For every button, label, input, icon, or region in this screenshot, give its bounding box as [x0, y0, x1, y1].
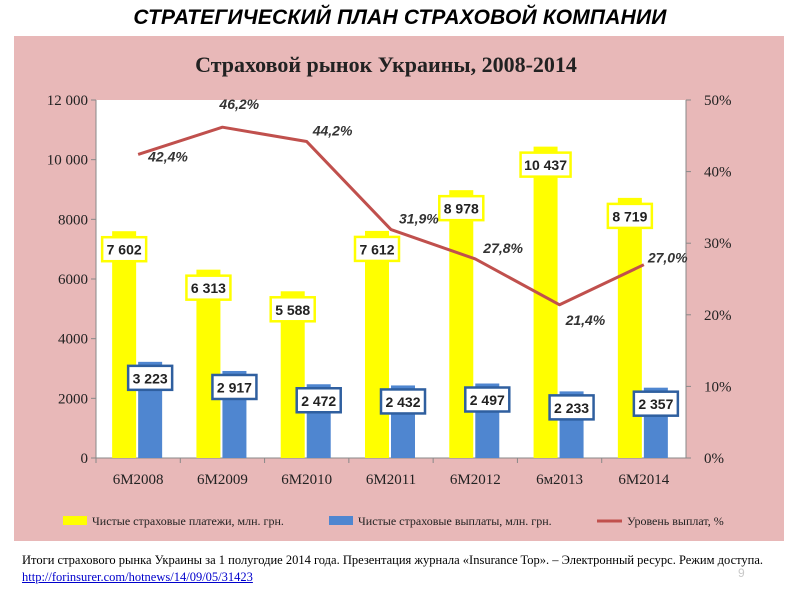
right-tick-label: 20%: [704, 308, 732, 324]
payout-data-label-box: [632, 390, 680, 417]
legend-payouts-label: Чистые страховые выплаты, млн. грн.: [358, 514, 552, 528]
left-tick-label: 8000: [58, 212, 88, 228]
slide-number: 9: [738, 566, 745, 580]
premium-data-label-box: [438, 194, 485, 222]
premium-data-label: 5 588: [275, 302, 310, 318]
legend-premiums-label: Чистые страховые платежи, млн. грн.: [92, 514, 284, 528]
level-data-label: 44,2%: [312, 123, 353, 139]
payout-data-label: 2 497: [470, 392, 505, 408]
left-tick-label: 2000: [58, 391, 88, 407]
left-tick-label: 4000: [58, 332, 88, 348]
premium-data-label: 7 612: [359, 241, 394, 257]
premium-data-label: 8 978: [444, 201, 479, 217]
insurance-market-chart: Страховой рынок Украины, 2008-2014 0 2000…: [14, 36, 784, 541]
premium-bar: [617, 197, 642, 458]
slide-heading: СТРАТЕГИЧЕСКИЙ ПЛАН СТРАХОВОЙ КОМПАНИИ: [133, 6, 667, 29]
premiums-series: 7 602 6 313 5 588 7 612 8 978 10 437 8 719: [100, 146, 654, 459]
x-tick-label: 6M2012: [450, 472, 501, 488]
level-data-label: 42,4%: [147, 148, 188, 164]
x-tick-label: 6M2011: [366, 472, 416, 488]
premium-bar: [112, 231, 137, 458]
premium-data-label: 8 719: [612, 208, 647, 224]
payout-level-series: 42,4% 46,2% 44,2% 31,9% 27,8% 21,4% 27,0%: [137, 96, 688, 328]
payout-data-label: 2 357: [638, 396, 673, 412]
caption-text: Итоги страхового рынка Украины за 1 полу…: [22, 553, 764, 567]
left-tick-label: 12 000: [47, 93, 88, 109]
payouts-series: 3 223 2 917 2 472 2 432 2 497 2 233 2 357: [126, 361, 680, 458]
source-caption: Итоги страхового рынка Украины за 1 полу…: [22, 552, 792, 586]
payout-data-label: 2 472: [301, 393, 336, 409]
premium-data-label-box: [519, 151, 572, 178]
premium-data-label-box: [100, 235, 148, 263]
right-tick-label: 50%: [704, 93, 732, 109]
payout-data-label: 2 432: [385, 394, 420, 410]
level-data-label: 46,2%: [218, 96, 259, 112]
legend-premiums-swatch: [63, 516, 87, 525]
level-data-label: 21,4%: [565, 312, 606, 328]
premium-bar: [196, 269, 221, 458]
level-data-label: 27,0%: [647, 250, 688, 266]
premium-data-label: 6 313: [191, 280, 226, 296]
premium-bar: [365, 230, 389, 458]
premium-data-label-box: [606, 202, 654, 230]
source-link[interactable]: http://forinsurer.com/hotnews/14/09/05/3…: [22, 570, 253, 584]
right-tick-label: 30%: [704, 236, 732, 252]
x-tick-label: 6M2010: [281, 472, 332, 488]
premium-data-label-box: [353, 235, 401, 263]
payout-data-label: 2 233: [554, 400, 589, 416]
legend-payouts-swatch: [329, 516, 353, 525]
payout-data-label: 2 917: [217, 379, 252, 395]
left-tick-label: 10 000: [47, 153, 88, 169]
chart-title: Страховой рынок Украины, 2008-2014: [195, 52, 577, 77]
premium-data-label-box: [269, 296, 316, 323]
legend-level-label: Уровень выплат, %: [627, 514, 724, 528]
payout-level-line: [137, 125, 645, 307]
x-tick-label: 6м2013: [536, 472, 583, 488]
premium-data-label: 7 602: [107, 242, 142, 258]
left-tick-label: 0: [81, 451, 89, 467]
x-tick-label: 6M2014: [618, 472, 669, 488]
right-tick-label: 0%: [704, 451, 724, 467]
right-tick-label: 10%: [704, 379, 732, 395]
chart-legend: Чистые страховые платежи, млн. грн. Чисты…: [63, 514, 724, 528]
payout-data-label-box: [295, 387, 342, 414]
premium-bar: [449, 190, 474, 459]
x-tick-label: 6M2009: [197, 472, 248, 488]
payout-data-label-box: [464, 386, 511, 413]
x-tick-label: 6M2008: [113, 472, 164, 488]
level-data-label: 27,8%: [482, 240, 523, 256]
payout-data-label-box: [211, 373, 258, 401]
level-data-label: 31,9%: [399, 211, 439, 227]
payout-data-label-box: [379, 388, 427, 415]
right-tick-label: 40%: [704, 165, 732, 181]
payout-data-label-box: [126, 364, 174, 392]
premium-data-label: 10 437: [524, 157, 567, 173]
payout-data-label: 3 223: [133, 370, 168, 386]
premium-data-label-box: [185, 274, 232, 301]
payout-data-label-box: [548, 394, 595, 421]
left-tick-label: 6000: [58, 272, 88, 288]
